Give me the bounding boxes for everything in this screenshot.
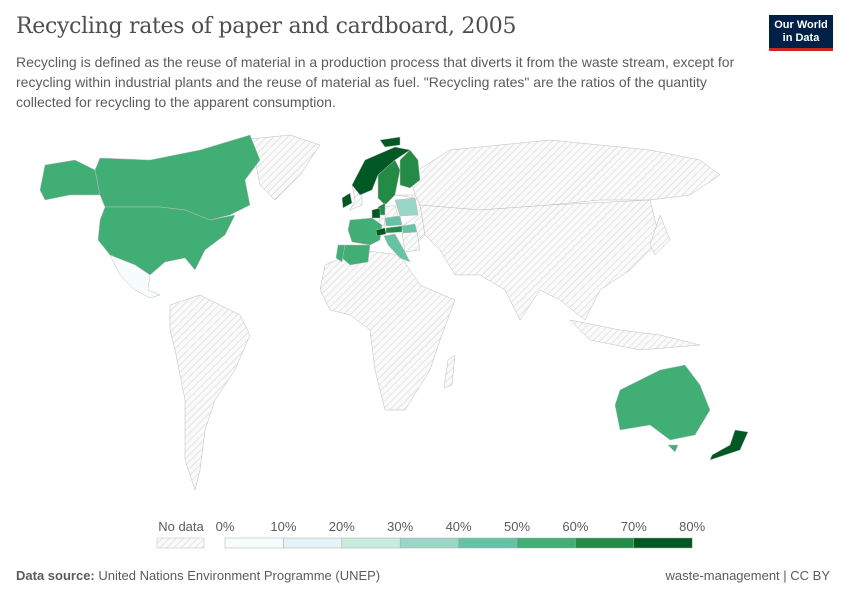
legend-tick: 30% [387,519,413,534]
country-switzerland[interactable] [375,227,387,237]
country-poland[interactable] [394,197,419,217]
country-sweden[interactable] [377,159,401,206]
country-japan[interactable] [649,214,671,256]
chart-subtitle: Recycling is defined as the reuse of mat… [16,54,735,110]
country-italy[interactable] [383,233,411,263]
legend-bin-6[interactable] [575,537,635,549]
legend-tick: 20% [329,519,355,534]
legend-no-data-swatch[interactable] [156,537,205,549]
legend-tick: 70% [621,519,647,534]
legend-bin-2[interactable] [341,537,401,549]
country-balkans[interactable] [401,231,421,253]
data-source: Data source: United Nations Environment … [16,568,380,583]
country-indonesia[interactable] [569,319,701,351]
country-russia[interactable] [409,139,721,211]
legend-no-data-label: No data [158,519,204,534]
country-south-america[interactable] [169,294,251,491]
country-africa[interactable] [319,249,456,411]
footer-license[interactable]: waste-management | CC BY [665,568,831,583]
legend-tick: 0% [216,519,235,534]
legend-tick: 10% [270,519,296,534]
country-austria[interactable] [385,225,403,234]
legend-bin-4[interactable] [458,537,518,549]
legend: No data 0% 10% 20% 30% 40% 50% 60% 70% 80% [156,519,706,549]
legend-tick: 80% [679,519,705,534]
legend-tick: 50% [504,519,530,534]
country-netherlands[interactable] [371,207,381,219]
country-svalbard[interactable] [379,136,401,148]
country-france[interactable] [347,217,383,246]
owid-logo[interactable]: Our World in Data [769,15,833,51]
country-spain[interactable] [341,244,371,266]
legend-bin-7[interactable] [633,537,693,549]
country-portugal[interactable] [335,244,346,263]
country-alaska[interactable] [39,159,101,201]
legend-tick: 60% [562,519,588,534]
country-finland[interactable] [399,149,421,189]
country-australia[interactable] [614,364,711,441]
legend-bin-3[interactable] [399,537,459,549]
chart-title: Recycling rates of paper and cardboard, … [16,14,517,39]
country-hungary[interactable] [401,223,418,234]
country-united-states[interactable] [97,206,236,276]
legend-tick: 40% [446,519,472,534]
legend-bin-0[interactable] [224,537,284,549]
country-ireland[interactable] [341,192,353,209]
legend-bin-1[interactable] [283,537,343,549]
country-asia[interactable] [419,199,661,321]
data-source-label: Data source: [16,568,95,583]
country-mexico[interactable] [109,254,161,299]
data-source-link[interactable]: United Nations Environment Programme (UN… [98,568,381,583]
country-new-zealand[interactable] [709,429,749,461]
country-czechia[interactable] [384,215,403,227]
country-madagascar[interactable] [443,354,456,389]
legend-bin-5[interactable] [516,537,576,549]
country-tasmania[interactable] [667,444,679,453]
